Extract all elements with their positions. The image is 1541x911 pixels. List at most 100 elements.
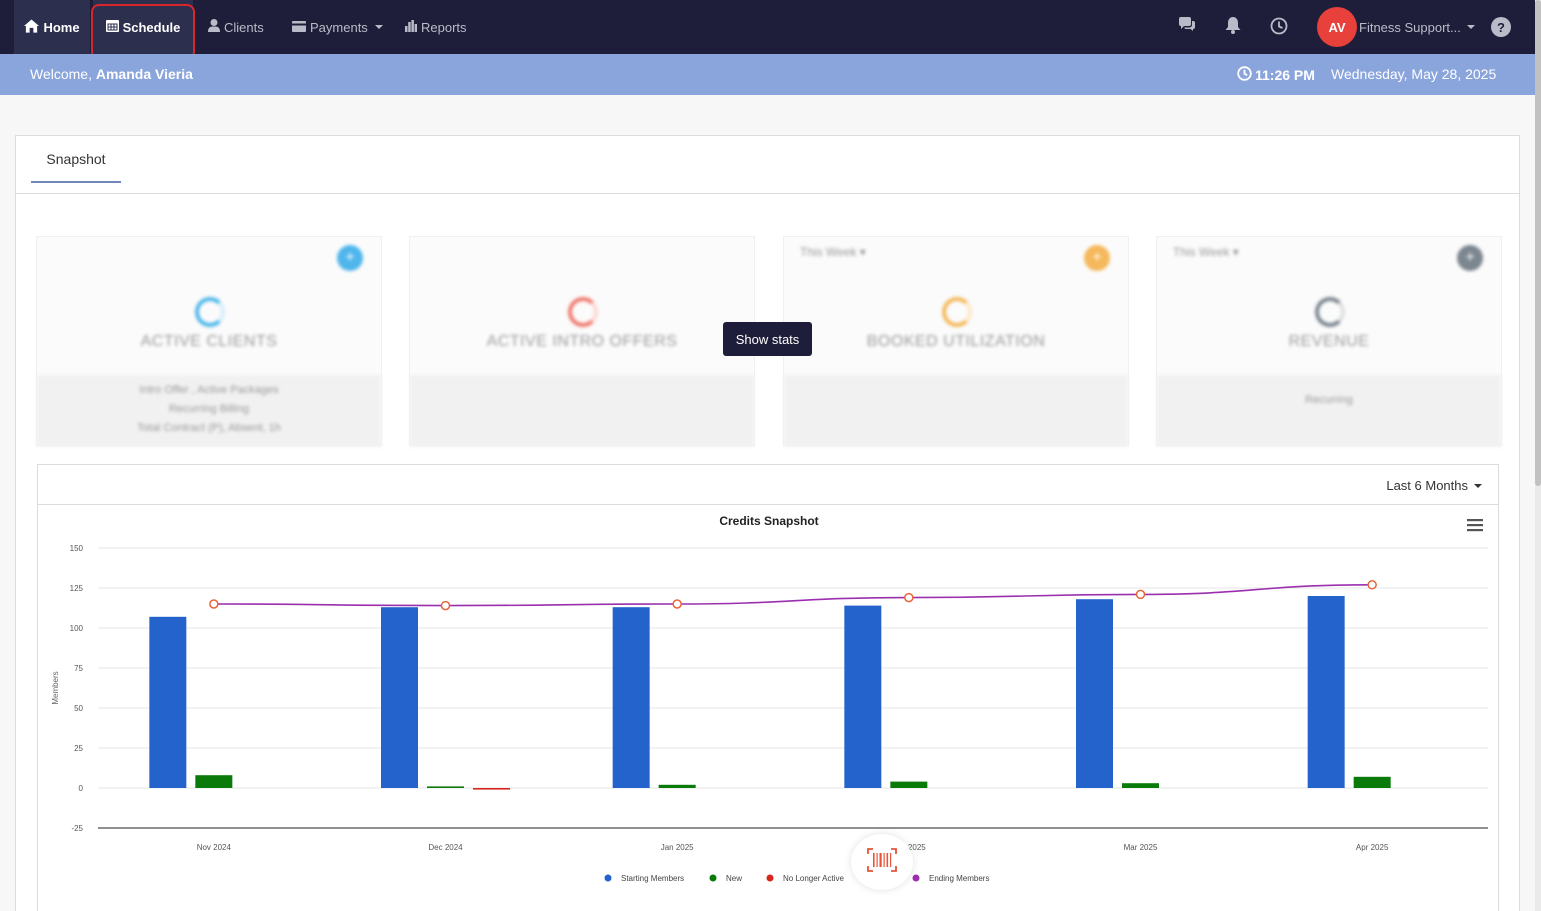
y-tick-label: 125: [70, 584, 84, 593]
card-detail: Intro Offer , Active Packages: [139, 384, 279, 396]
x-tick-label: Mar 2025: [1124, 843, 1158, 852]
welcome-user-name: Amanda Vieria: [95, 66, 193, 82]
nav-payments[interactable]: Payments: [292, 0, 383, 54]
scrollbar-thumb[interactable]: [1535, 0, 1541, 486]
chart-title: Credits Snapshot: [719, 514, 818, 528]
bar-starting-members: [1076, 599, 1113, 788]
loading-ring: [942, 297, 972, 327]
card-title: ACTIVE INTRO OFFERS: [486, 333, 678, 350]
current-date: Wednesday, May 28, 2025: [1331, 66, 1497, 82]
y-axis-label: Members: [51, 671, 60, 704]
page-scrollbar[interactable]: [1535, 0, 1541, 911]
x-tick-label: Apr 2025: [1356, 843, 1389, 852]
loading-ring: [1315, 297, 1345, 327]
card-title: ACTIVE CLIENTS: [140, 333, 278, 350]
chat-icon[interactable]: [1178, 17, 1198, 37]
stat-card-active-intro-offers: ACTIVE INTRO OFFERS: [409, 236, 755, 447]
card-title: REVENUE: [1288, 333, 1370, 350]
line-point: [1135, 589, 1146, 600]
bar-starting-members: [381, 607, 418, 788]
nav-home[interactable]: Home: [14, 0, 90, 54]
legend-marker: [709, 874, 717, 882]
clock-icon: [1237, 66, 1252, 84]
nav-reports-label: Reports: [421, 19, 467, 35]
bar-new: [1122, 783, 1159, 788]
avatar[interactable]: AV: [1317, 7, 1357, 47]
date-range-select[interactable]: Last 6 Months: [1386, 478, 1482, 493]
x-tick-label: Nov 2024: [197, 843, 232, 852]
bar-new: [890, 781, 928, 788]
nav-clients-label: Clients: [224, 19, 264, 35]
legend-marker: [912, 874, 920, 882]
legend-marker: [604, 874, 612, 882]
credits-snapshot-chart: Credits Snapshot Members 150 125 100 75 50 25…: [51, 514, 1488, 883]
loading-ring: [568, 297, 598, 327]
y-tick-label: 75: [74, 664, 83, 673]
chart-header: Last 6 Months: [38, 465, 1498, 505]
nav-home-label: Home: [43, 19, 80, 35]
nav-clients[interactable]: Clients: [208, 0, 264, 54]
week-filter[interactable]: This Week ▾: [800, 245, 866, 259]
legend-label: No Longer Active: [783, 874, 844, 883]
bar-no-longer-active: [473, 788, 510, 790]
top-navbar: Home Schedule Clients Payments Reports A…: [0, 0, 1535, 54]
nav-reports[interactable]: Reports: [405, 0, 467, 54]
bar-new: [658, 784, 696, 788]
account-name: Fitness Support...: [1359, 19, 1461, 35]
show-stats-button[interactable]: Show stats: [723, 322, 812, 356]
y-tick-label: 0: [79, 784, 84, 793]
calendar-icon: [105, 19, 119, 35]
week-filter[interactable]: This Week ▾: [1173, 245, 1239, 259]
line-point: [904, 592, 914, 603]
welcome-text: Welcome, Amanda Vieria: [30, 66, 193, 82]
legend-label: Ending Members: [929, 874, 989, 883]
line-point: [1367, 580, 1377, 590]
stat-card-booked-utilization: This Week ▾ + BOOKED UTILIZATION: [783, 236, 1129, 447]
bar-new: [195, 775, 233, 788]
barcode-icon: [867, 847, 897, 877]
series-line-ending-members: [213, 584, 1373, 607]
y-tick-label: 25: [74, 744, 83, 753]
history-clock-icon[interactable]: [1270, 17, 1290, 37]
plus-icon: +: [1084, 245, 1110, 271]
home-icon: [24, 18, 40, 36]
card-detail: Recurring: [1305, 394, 1353, 406]
card-title: BOOKED UTILIZATION: [866, 333, 1046, 350]
credits-chart-box: Last 6 Months Credits Snapshot Members 1…: [37, 464, 1499, 911]
chevron-down-icon: [1474, 483, 1482, 488]
y-tick-label: 100: [70, 624, 84, 633]
nav-schedule[interactable]: Schedule: [93, 0, 193, 54]
y-tick-label: 50: [74, 704, 83, 713]
bar-new: [1353, 776, 1391, 788]
plus-icon: +: [1457, 245, 1483, 271]
chevron-down-icon: [374, 25, 383, 29]
tab-bar: Snapshot: [16, 136, 1519, 194]
bell-icon[interactable]: [1225, 17, 1245, 37]
line-point: [672, 599, 682, 609]
user-icon: [208, 19, 220, 35]
credit-card-icon: [292, 20, 306, 35]
time-text: 11:26 PM: [1255, 67, 1315, 83]
line-point: [209, 599, 219, 609]
y-tick-label: 150: [70, 544, 84, 553]
x-tick-label: Jan 2025: [661, 843, 694, 852]
tab-snapshot[interactable]: Snapshot: [31, 136, 121, 183]
legend-marker: [766, 874, 774, 882]
snapshot-panel: Snapshot + ACTIVE CLIENTS Intro Offer , …: [15, 135, 1520, 911]
help-icon[interactable]: ?: [1491, 17, 1511, 37]
bar-starting-members: [149, 616, 187, 788]
hamburger-menu-icon[interactable]: [1467, 519, 1483, 532]
account-menu[interactable]: Fitness Support...: [1359, 0, 1475, 54]
card-detail: Recurring Billing: [168, 403, 250, 415]
plus-icon: +: [337, 245, 363, 271]
stat-card-active-clients: + ACTIVE CLIENTS Intro Offer , Active Pa…: [36, 236, 382, 447]
barcode-scan-button[interactable]: [851, 834, 913, 890]
welcome-prefix: Welcome,: [30, 66, 92, 82]
current-time: 11:26 PM: [1237, 66, 1315, 84]
bar-chart-icon: [405, 19, 417, 35]
welcome-bar: Welcome, Amanda Vieria 11:26 PM Wednesda…: [0, 54, 1535, 95]
nav-schedule-label: Schedule: [122, 19, 181, 35]
y-tick-label: -25: [71, 824, 83, 833]
legend-label: Starting Members: [621, 874, 684, 883]
stat-card-revenue: This Week ▾ + REVENUE Recurring: [1156, 236, 1502, 447]
